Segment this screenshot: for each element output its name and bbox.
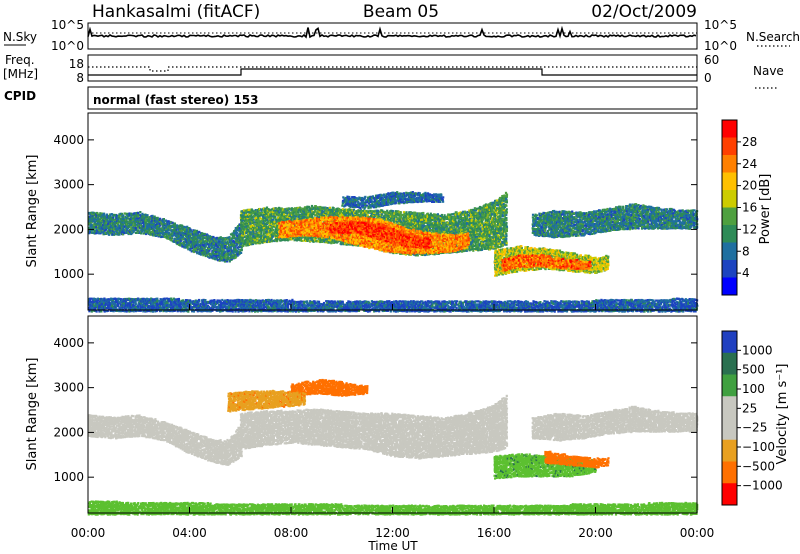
power-colorbar-seg-9	[722, 277, 737, 296]
power-axis-ticks: 4000 3000 2000 1000	[53, 133, 697, 281]
velocity-colorbar-label-0: 1000	[742, 343, 773, 357]
power-colorbar-label-2: 20	[742, 179, 757, 193]
x-tick-label-5: 20:00	[578, 526, 613, 540]
velocity-colorbar-label: Velocity [m s⁻¹]	[775, 364, 790, 465]
power-colorbar-seg-2	[722, 155, 737, 173]
noise-right-label: N.Search	[746, 30, 800, 44]
noise-right-tick-top: 10^5	[704, 18, 737, 32]
power-colorbar: 28 24 20 16 12 8 4	[721, 119, 757, 296]
x-axis-ticks: 00:00 04:00 08:00 12:00 16:00 20:00 00:00	[71, 304, 715, 540]
velocity-ytick-label-0: 4000	[53, 336, 84, 350]
power-band-6	[531, 203, 699, 239]
power-colorbar-label-6: 4	[742, 266, 750, 280]
velocity-colorbar-label-5: −100	[742, 440, 775, 454]
power-colorbar-label-0: 28	[742, 135, 757, 149]
power-colorbar-seg-5	[722, 207, 737, 226]
noise-left-tick-bottom: 10^0	[51, 39, 84, 53]
velocity-ytick-label-2: 2000	[53, 425, 84, 439]
cpid-mode: normal (fast stereo) 153	[93, 93, 259, 107]
freq-left-tick-top: 18	[69, 57, 84, 71]
power-colorbar-seg-3	[722, 172, 737, 191]
power-ytick-label-1: 3000	[53, 178, 84, 192]
power-ytick-label-2: 2000	[53, 222, 84, 236]
x-tick-label-0: 00:00	[71, 526, 106, 540]
power-band-7	[341, 191, 445, 210]
nave-trace	[88, 66, 697, 72]
velocity-colorbar-label-4: −25	[742, 421, 767, 435]
power-scatter	[87, 191, 699, 313]
velocity-band-4	[544, 450, 610, 469]
velocity-colorbar-label-3: 25	[742, 401, 757, 415]
power-colorbar-seg-6	[722, 225, 737, 243]
power-ylabel: Slant Range [km]	[25, 155, 40, 268]
velocity-band-0	[87, 414, 243, 466]
velocity-colorbar-seg-2	[722, 374, 737, 397]
power-colorbar-label: Power [dB]	[758, 174, 773, 245]
velocity-colorbar-seg-3	[722, 396, 737, 419]
freq-panel	[87, 54, 698, 82]
date-title: 02/Oct/2009	[591, 2, 697, 22]
power-colorbar-seg-0	[722, 120, 737, 138]
x-tick-label-3: 12:00	[375, 526, 410, 540]
power-colorbar-seg-1	[722, 137, 737, 156]
velocity-scatter	[87, 378, 699, 516]
power-ytick-label-0: 4000	[53, 133, 84, 147]
power-band-8	[87, 297, 699, 313]
velocity-colorbar-label-2: 100	[742, 382, 765, 396]
noise-right-tick-bottom: 10^0	[704, 39, 737, 53]
velocity-ylabel: Slant Range [km]	[25, 358, 40, 471]
x-tick-label-2: 08:00	[274, 526, 309, 540]
nave-right-tick-top: 60	[704, 53, 719, 67]
velocity-colorbar-label-6: −500	[742, 459, 775, 473]
velocity-ytick-label-3: 1000	[53, 470, 84, 484]
x-tick-label-4: 16:00	[477, 526, 512, 540]
velocity-ytick-label-1: 3000	[53, 381, 84, 395]
power-colorbar-label-3: 16	[742, 201, 757, 215]
power-band-5	[501, 254, 592, 272]
velocity-band-1	[239, 394, 509, 460]
freq-trace	[88, 68, 697, 76]
velocity-band-2	[531, 405, 699, 442]
power-band-3	[328, 220, 432, 250]
beam-title: Beam 05	[363, 2, 439, 22]
velocity-colorbar-label-1: 500	[742, 363, 765, 377]
velocity-colorbar-frame	[721, 330, 738, 506]
velocity-colorbar-label-7: −1000	[742, 479, 783, 493]
noise-left-label: N.Sky	[3, 30, 37, 44]
cpid-label: CPID	[4, 89, 36, 103]
noise-left-tick-top: 10^5	[51, 18, 84, 32]
power-colorbar-seg-7	[722, 242, 737, 261]
velocity-colorbar-seg-6	[722, 461, 737, 484]
velocity-axis-ticks: 4000 3000 2000 1000	[53, 336, 697, 484]
power-colorbar-seg-8	[722, 260, 737, 278]
power-colorbar-label-4: 12	[742, 222, 757, 236]
x-tick-label-6: 00:00	[680, 526, 715, 540]
x-tick-label-1: 04:00	[172, 526, 207, 540]
velocity-colorbar-seg-4	[722, 418, 737, 441]
noise-sky-line	[87, 25, 697, 39]
nave-right-tick-bottom: 0	[704, 71, 712, 85]
power-colorbar-label-1: 24	[742, 157, 757, 171]
freq-left-tick-bottom: 8	[76, 71, 84, 85]
noise-trace	[87, 25, 697, 39]
power-ytick-label-3: 1000	[53, 267, 84, 281]
station-title: Hankasalmi (fitACF)	[92, 2, 260, 22]
velocity-band-6	[227, 389, 307, 413]
freq-label-line1: Freq.	[5, 53, 35, 67]
x-axis-label: Time UT	[367, 539, 418, 553]
cpid-panel	[87, 86, 698, 110]
velocity-colorbar-seg-7	[722, 483, 737, 506]
freq-label-line2: [MHz]	[3, 67, 38, 81]
velocity-colorbar-seg-5	[722, 439, 737, 462]
power-band-0	[87, 211, 243, 263]
power-colorbar-seg-4	[722, 190, 737, 208]
velocity-colorbar-seg-0	[722, 331, 737, 354]
power-colorbar-label-5: 8	[742, 244, 750, 258]
velocity-colorbar-seg-1	[722, 352, 737, 375]
velocity-colorbar: 1000 500 100 25 −25 −100 −500 −1000	[721, 330, 783, 506]
nave-label: Nave	[753, 64, 784, 78]
